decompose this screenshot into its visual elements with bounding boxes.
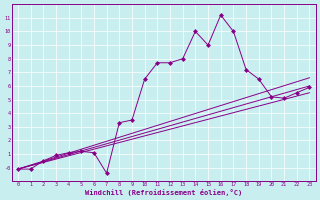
X-axis label: Windchill (Refroidissement éolien,°C): Windchill (Refroidissement éolien,°C) bbox=[85, 189, 242, 196]
